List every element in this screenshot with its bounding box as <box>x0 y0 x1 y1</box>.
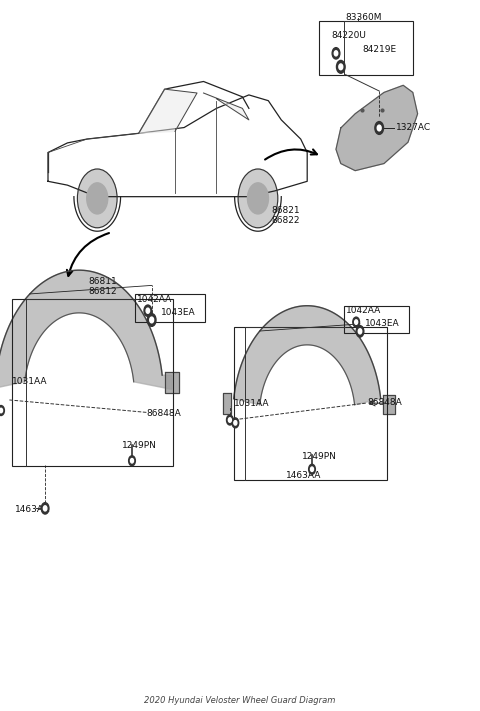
Circle shape <box>234 421 237 425</box>
Text: 1031AA: 1031AA <box>12 378 48 386</box>
Polygon shape <box>234 306 381 405</box>
Circle shape <box>228 418 231 422</box>
Circle shape <box>129 456 135 466</box>
Circle shape <box>77 169 117 228</box>
Circle shape <box>336 60 345 73</box>
Text: 86812: 86812 <box>89 287 118 296</box>
Circle shape <box>339 64 343 70</box>
Circle shape <box>356 326 364 337</box>
Circle shape <box>41 503 49 514</box>
Bar <box>135 294 205 322</box>
Circle shape <box>238 169 278 228</box>
Text: 86811: 86811 <box>89 277 118 287</box>
Text: 1043EA: 1043EA <box>161 308 195 317</box>
Circle shape <box>232 418 239 428</box>
Text: 1463AA: 1463AA <box>286 471 321 480</box>
Text: 83360M: 83360M <box>346 14 382 22</box>
Bar <box>319 21 413 75</box>
Polygon shape <box>223 393 231 415</box>
Circle shape <box>248 183 268 214</box>
Circle shape <box>147 314 156 326</box>
Circle shape <box>43 506 47 511</box>
Circle shape <box>311 467 313 471</box>
Text: 1042AA: 1042AA <box>137 295 172 304</box>
Text: 1043EA: 1043EA <box>365 319 399 328</box>
Polygon shape <box>0 270 172 390</box>
Circle shape <box>131 459 133 463</box>
Polygon shape <box>165 372 179 393</box>
Text: 1463AA: 1463AA <box>15 505 51 514</box>
Bar <box>344 306 409 333</box>
Text: 1031AA: 1031AA <box>234 400 269 408</box>
Text: 1042AA: 1042AA <box>346 306 381 315</box>
Text: 1327AC: 1327AC <box>396 124 431 132</box>
Circle shape <box>144 305 152 316</box>
Polygon shape <box>383 395 395 415</box>
Text: 2020 Hyundai Veloster Wheel Guard Diagram: 2020 Hyundai Veloster Wheel Guard Diagra… <box>144 696 336 705</box>
Text: 86848A: 86848A <box>367 398 402 407</box>
Text: 86848A: 86848A <box>146 409 181 418</box>
Text: 84220U: 84220U <box>331 31 366 40</box>
Circle shape <box>146 308 150 314</box>
Circle shape <box>358 328 362 334</box>
Circle shape <box>353 317 360 327</box>
Bar <box>12 299 173 466</box>
Text: 86822: 86822 <box>271 216 300 225</box>
Polygon shape <box>204 93 249 120</box>
Circle shape <box>150 317 154 323</box>
Circle shape <box>309 464 315 474</box>
Circle shape <box>227 415 233 425</box>
Circle shape <box>0 405 4 415</box>
Text: 1249PN: 1249PN <box>302 451 337 461</box>
Circle shape <box>334 50 338 56</box>
Bar <box>234 327 387 480</box>
Circle shape <box>355 320 358 324</box>
Polygon shape <box>139 89 197 134</box>
Circle shape <box>0 408 2 413</box>
Circle shape <box>377 125 381 131</box>
Circle shape <box>332 48 340 59</box>
Polygon shape <box>336 85 418 171</box>
Text: 86821: 86821 <box>271 206 300 215</box>
Circle shape <box>87 183 108 214</box>
Text: 1249PN: 1249PN <box>122 441 157 450</box>
Circle shape <box>375 122 384 134</box>
Text: 84219E: 84219E <box>362 46 396 54</box>
